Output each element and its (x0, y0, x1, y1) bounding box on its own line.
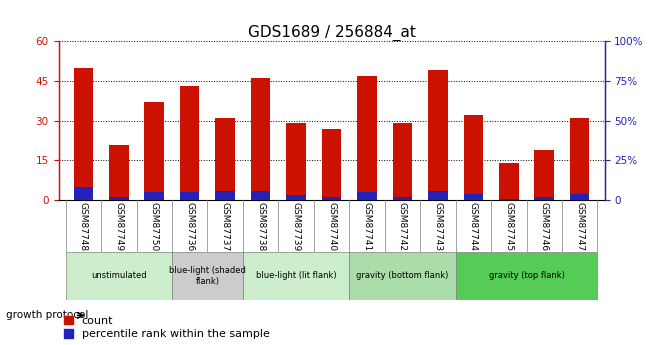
Text: GSM87740: GSM87740 (327, 201, 336, 251)
Bar (180, 86, 200, 200)
Bar (358, 76, 377, 200)
Bar (322, 197, 341, 200)
Bar (251, 78, 270, 200)
Text: gravity (bottom flank): gravity (bottom flank) (356, 272, 448, 280)
Text: GSM87743: GSM87743 (434, 201, 443, 251)
Bar (322, 129, 341, 200)
Bar (463, 194, 483, 200)
Text: GSM87738: GSM87738 (256, 201, 265, 251)
Text: GSM87742: GSM87742 (398, 201, 407, 251)
Bar (73, 187, 93, 200)
Text: GSM87744: GSM87744 (469, 201, 478, 251)
Bar (570, 118, 590, 200)
Text: GSM87741: GSM87741 (363, 201, 371, 251)
Text: GSM87746: GSM87746 (540, 201, 549, 251)
Title: GDS1689 / 256884_at: GDS1689 / 256884_at (248, 25, 415, 41)
Text: GSM87745: GSM87745 (504, 201, 514, 251)
Bar (393, 197, 412, 200)
Bar (499, 163, 519, 200)
Text: gravity (top flank): gravity (top flank) (489, 272, 564, 280)
Bar (144, 192, 164, 200)
Bar (393, 124, 412, 200)
Bar (428, 70, 448, 200)
Text: GSM87739: GSM87739 (292, 201, 300, 251)
Bar (463, 116, 483, 200)
Bar (534, 197, 554, 200)
Bar (243, 252, 349, 300)
Bar (286, 195, 306, 200)
Text: growth protocol: growth protocol (6, 310, 89, 320)
Legend: count, percentile rank within the sample: count, percentile rank within the sample (64, 316, 270, 339)
Bar (109, 197, 129, 200)
Text: GSM87747: GSM87747 (575, 201, 584, 251)
Text: GSM87737: GSM87737 (220, 201, 229, 251)
Bar (534, 150, 554, 200)
Bar (215, 190, 235, 200)
Bar (499, 198, 519, 200)
Bar (570, 194, 590, 200)
Bar (215, 118, 235, 200)
Text: GSM87750: GSM87750 (150, 201, 159, 251)
Bar (180, 192, 200, 200)
Bar (349, 252, 456, 300)
Bar (109, 145, 129, 200)
Bar (172, 252, 243, 300)
Text: blue-light (lit flank): blue-light (lit flank) (255, 272, 336, 280)
Bar (456, 252, 597, 300)
Bar (73, 68, 93, 200)
Bar (286, 124, 306, 200)
Text: GSM87748: GSM87748 (79, 201, 88, 251)
Bar (358, 192, 377, 200)
Bar (66, 252, 172, 300)
Text: GSM87749: GSM87749 (114, 201, 124, 251)
Bar (428, 190, 448, 200)
Text: GSM87736: GSM87736 (185, 201, 194, 251)
Text: blue-light (shaded
flank): blue-light (shaded flank) (169, 266, 246, 286)
Text: unstimulated: unstimulated (91, 272, 147, 280)
Bar (144, 102, 164, 200)
Bar (251, 190, 270, 200)
